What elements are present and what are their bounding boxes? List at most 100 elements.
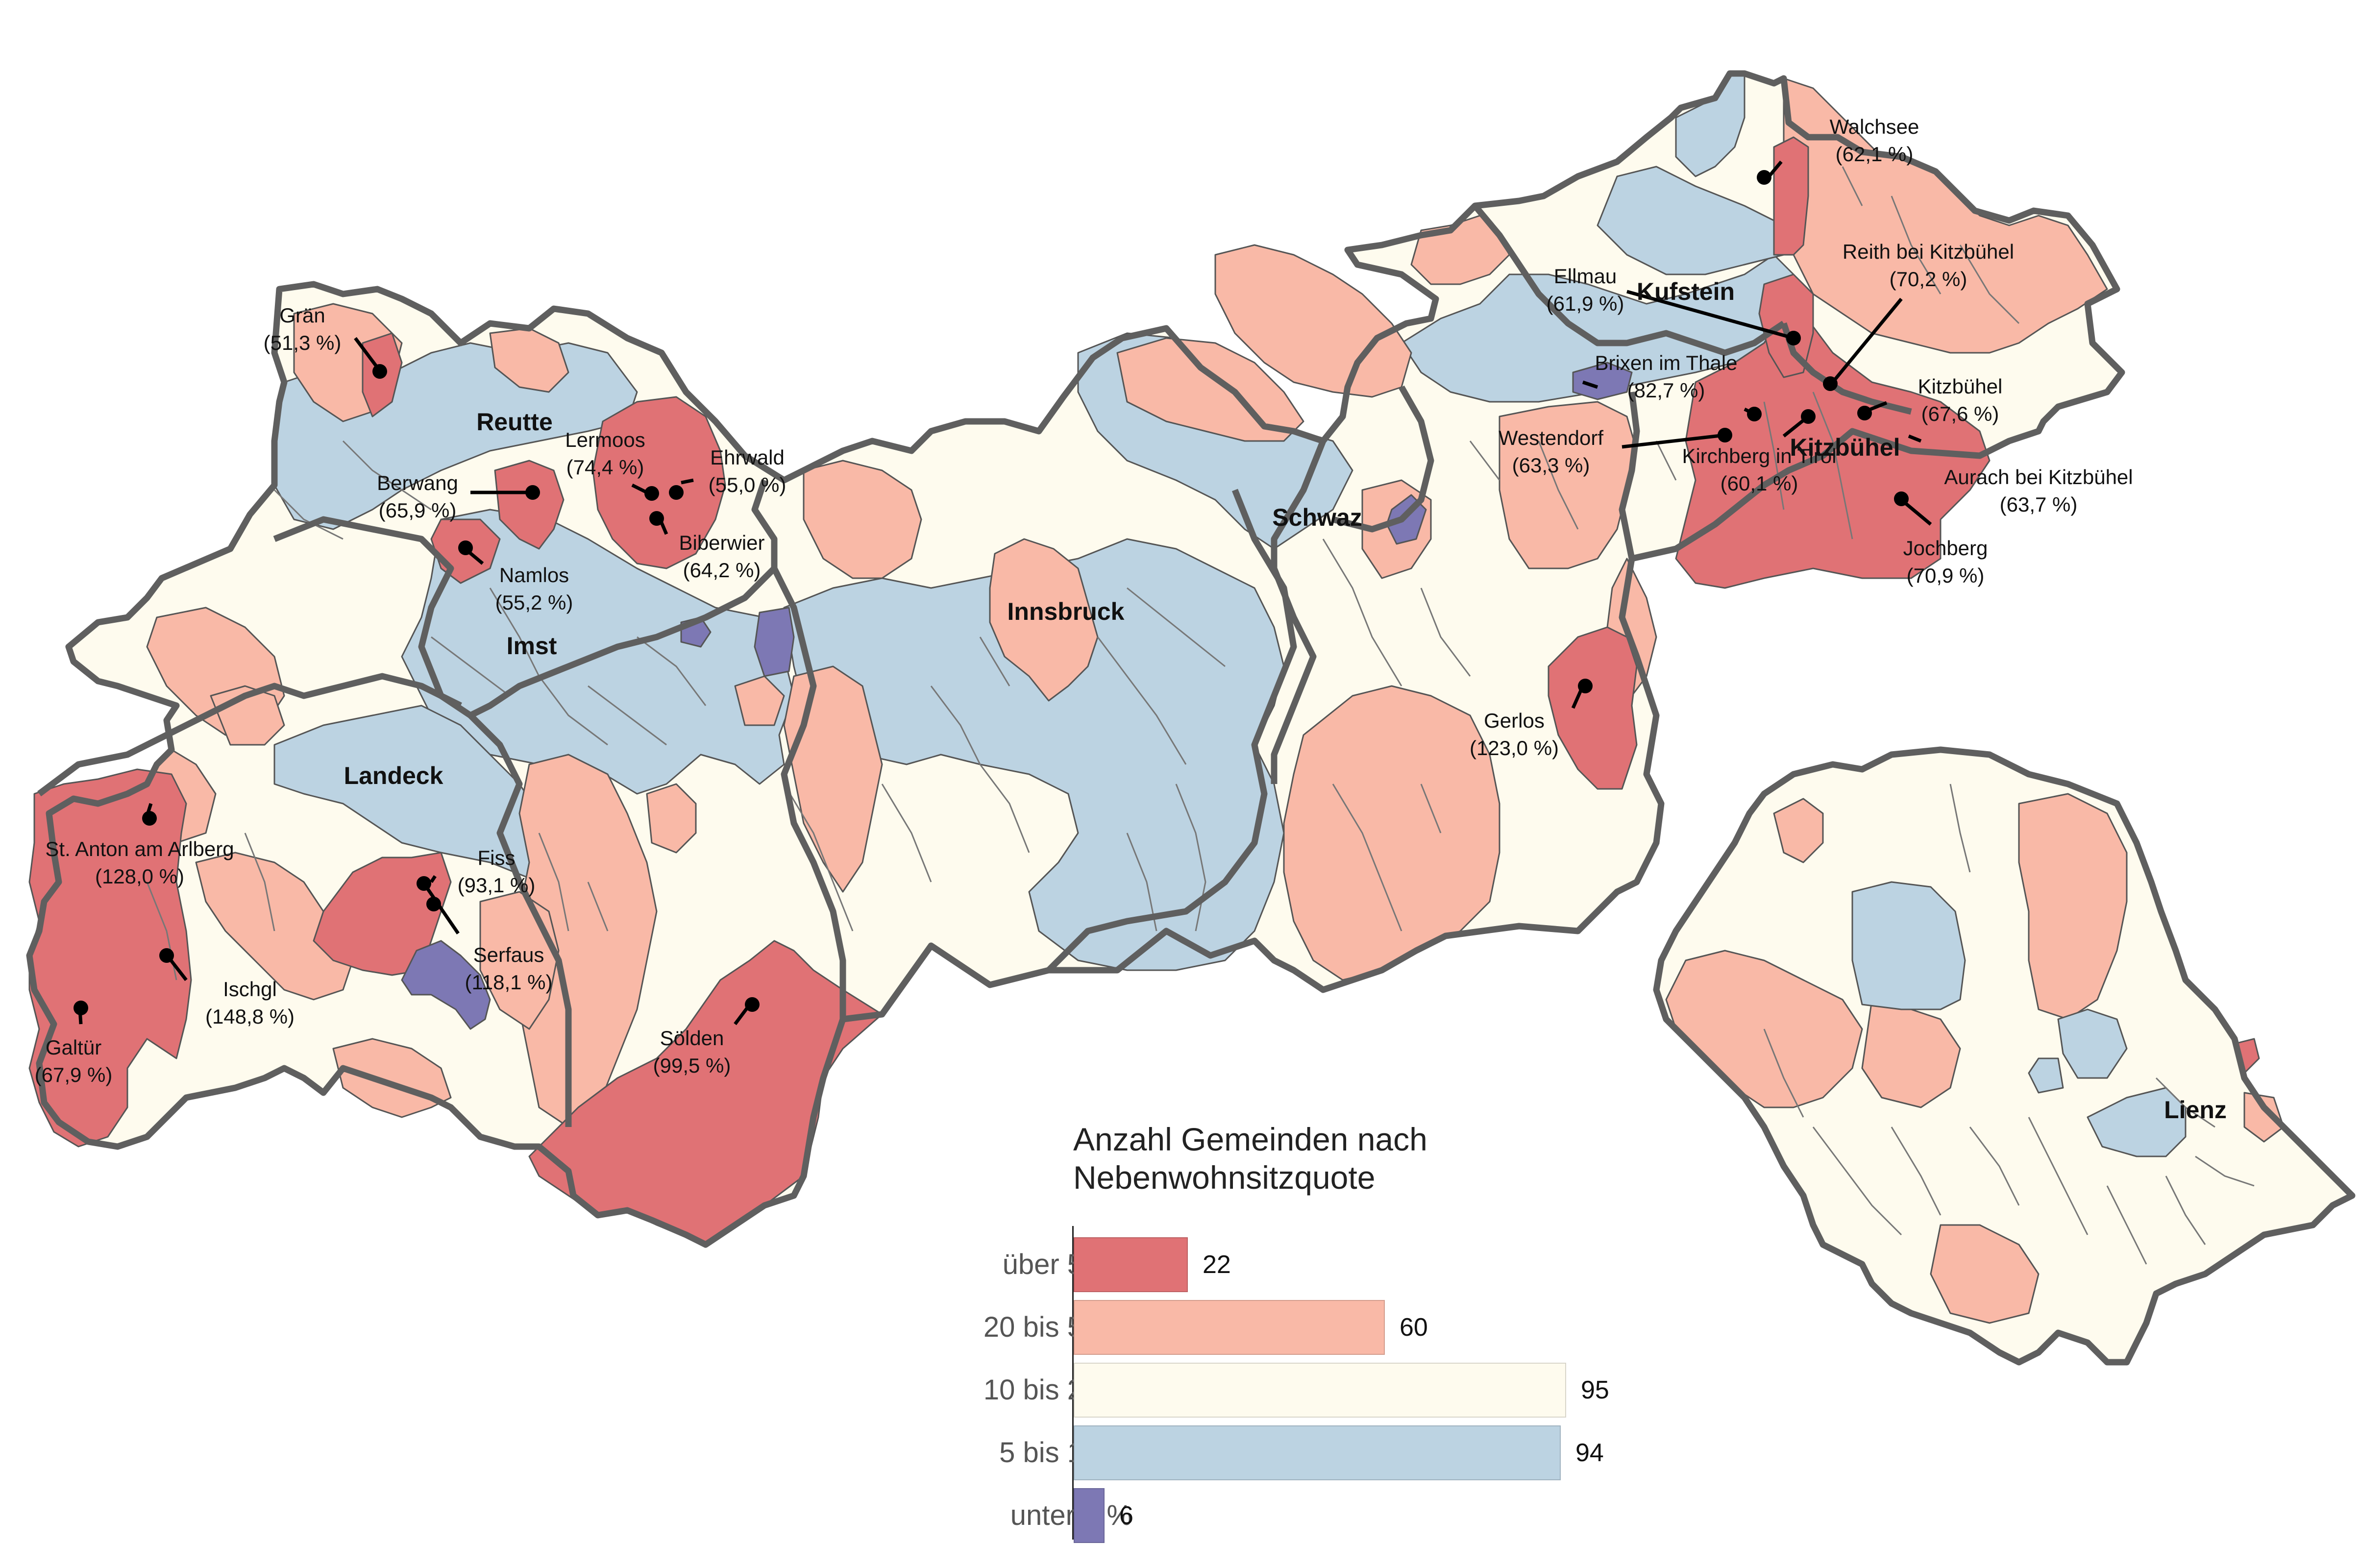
region-lightred-innsbruck	[989, 538, 1099, 702]
region-red-berwang	[494, 460, 565, 550]
muni-name: Lermoos	[565, 428, 645, 451]
district-label: Innsbruck	[1008, 598, 1125, 625]
district-label: Schwaz	[1272, 504, 1362, 531]
muni-pct: (118,1 %)	[465, 971, 553, 994]
region-blue-kufstein	[1401, 254, 1795, 403]
muni-pct: (74,4 %)	[566, 456, 644, 479]
municipality-markers	[74, 170, 1909, 1015]
lienz-lightred-4	[1930, 1224, 2040, 1324]
legend-row: über 50 % 22	[833, 1237, 1666, 1292]
legend-bar	[1074, 1425, 1561, 1480]
muni-pct: (148,8 %)	[205, 1005, 295, 1028]
muni-pct: (55,2 %)	[495, 591, 573, 614]
legend-bar	[1074, 1488, 1105, 1543]
district-label: Kitzbühel	[1790, 434, 1900, 461]
legend-bar-value: 6	[1119, 1501, 1133, 1530]
muni-pct: (99,5 %)	[653, 1054, 731, 1077]
legend-bar	[1074, 1237, 1188, 1292]
muni-name: Fiss	[478, 846, 516, 869]
district-label: Lienz	[2164, 1096, 2227, 1124]
legend-bar-value: 94	[1575, 1439, 1604, 1467]
region-blue-kufstein-mid	[1597, 166, 1785, 275]
legend-category-label: unter 5 %	[1010, 1499, 1132, 1531]
muni-pct: (63,7 %)	[2000, 493, 2078, 516]
legend-row: unter 5 % 6	[833, 1488, 1666, 1543]
region-red-gerlos	[1548, 626, 1638, 790]
muni-pct: (67,9 %)	[35, 1063, 113, 1086]
district-label: Imst	[507, 632, 557, 660]
muni-pct: (70,9 %)	[1907, 564, 1985, 587]
muni-name: Aurach bei Kitzbühel	[1944, 466, 2133, 489]
muni-name: Ehrwald	[710, 446, 785, 469]
legend-axis	[1072, 1226, 1074, 1540]
muni-pct: (63,3 %)	[1512, 454, 1590, 477]
district-borders	[26, 70, 2125, 1248]
region-purple-brixen	[1572, 362, 1633, 400]
district-label: Reutte	[476, 408, 553, 436]
region-lightred-5	[195, 852, 354, 1001]
legend-bar-value: 60	[1400, 1313, 1428, 1342]
region-lightred-7	[783, 665, 883, 893]
legend-title: Anzahl Gemeinden nach Nebenwohnsitzquote	[1073, 1121, 1427, 1196]
lienz-lightred-5	[2243, 1092, 2285, 1143]
muni-pct: (67,6 %)	[1921, 402, 1999, 425]
muni-name: Ischgl	[223, 978, 277, 1001]
region-red-walchsee	[1773, 136, 1809, 256]
muni-name: Kirchberg in Tirol	[1682, 444, 1836, 467]
muni-pct: (61,9 %)	[1547, 292, 1624, 315]
municipality-boundaries	[146, 166, 2020, 980]
muni-name: St. Anton am Arlberg	[45, 837, 234, 860]
region-purple-imst2	[754, 607, 795, 677]
muni-pct: (65,9 %)	[379, 499, 457, 522]
muni-name: Ellmau	[1554, 265, 1617, 288]
region-lightred-8	[803, 460, 922, 579]
legend-row: 10 bis 20 % 95	[833, 1363, 1666, 1418]
muni-pct: (51,3 %)	[264, 331, 342, 354]
legend-row: 5 bis 10 % 94	[833, 1425, 1666, 1480]
muni-pct: (60,1 %)	[1721, 472, 1798, 495]
lienz-blue-3	[2028, 1057, 2064, 1094]
region-lightred-20	[734, 675, 785, 726]
muni-name: Jochberg	[1903, 537, 1988, 560]
muni-name: Serfaus	[473, 943, 544, 966]
legend-row: 20 bis 50 % 60	[833, 1300, 1666, 1355]
legend-bar-value: 22	[1203, 1250, 1231, 1279]
muni-name: Sölden	[660, 1027, 724, 1050]
district-label: Kufstein	[1637, 278, 1735, 305]
muni-name: Biberwier	[679, 531, 764, 554]
lienz-border	[1653, 746, 2356, 1366]
lienz-blue-4	[2087, 1087, 2187, 1157]
muni-name: Reith bei Kitzbühel	[1843, 240, 2014, 263]
muni-pct: (82,7 %)	[1627, 379, 1705, 402]
region-red-lermoos-ehrwald	[592, 396, 726, 569]
muni-pct: (64,2 %)	[683, 559, 761, 582]
muni-name: Galtür	[46, 1036, 101, 1059]
muni-name: Brixen im Thale	[1595, 351, 1737, 374]
district-names: Reutte Imst Landeck Innsbruck Schwaz Kuf…	[344, 278, 2227, 1124]
region-lightred-12	[1499, 401, 1638, 569]
muni-name: Walchsee	[1830, 115, 1919, 138]
district-label: Landeck	[344, 762, 443, 789]
muni-name: Gerlos	[1484, 709, 1545, 732]
muni-name: Namlos	[499, 564, 569, 587]
lienz-blue-1	[1851, 881, 1966, 1010]
muni-pct: (93,1 %)	[458, 874, 536, 897]
muni-name: Berwang	[377, 471, 458, 494]
muni-pct: (123,0 %)	[1470, 736, 1559, 760]
muni-pct: (55,0 %)	[709, 473, 787, 496]
lienz-lightred-1	[2018, 793, 2128, 1020]
municipality-labels: Grän (51,3 %) Lermoos (74,4 %) Ehrwald (…	[35, 115, 2133, 1086]
legend-bar	[1074, 1300, 1385, 1355]
region-purple-landeck	[401, 940, 491, 1030]
muni-pct: (62,1 %)	[1836, 143, 1914, 166]
muni-name: Grän	[279, 304, 325, 327]
lienz-lightred-3	[1861, 999, 1961, 1108]
region-blue-innsbruck	[783, 538, 1285, 971]
lienz-blue-2	[2057, 1008, 2128, 1079]
legend-bar	[1074, 1363, 1566, 1418]
region-lightred-19	[646, 783, 697, 854]
muni-name: Westendorf	[1499, 426, 1603, 449]
lienz-municipality-boundaries	[1763, 784, 2255, 1265]
lienz-lightred-6	[1773, 798, 1824, 863]
